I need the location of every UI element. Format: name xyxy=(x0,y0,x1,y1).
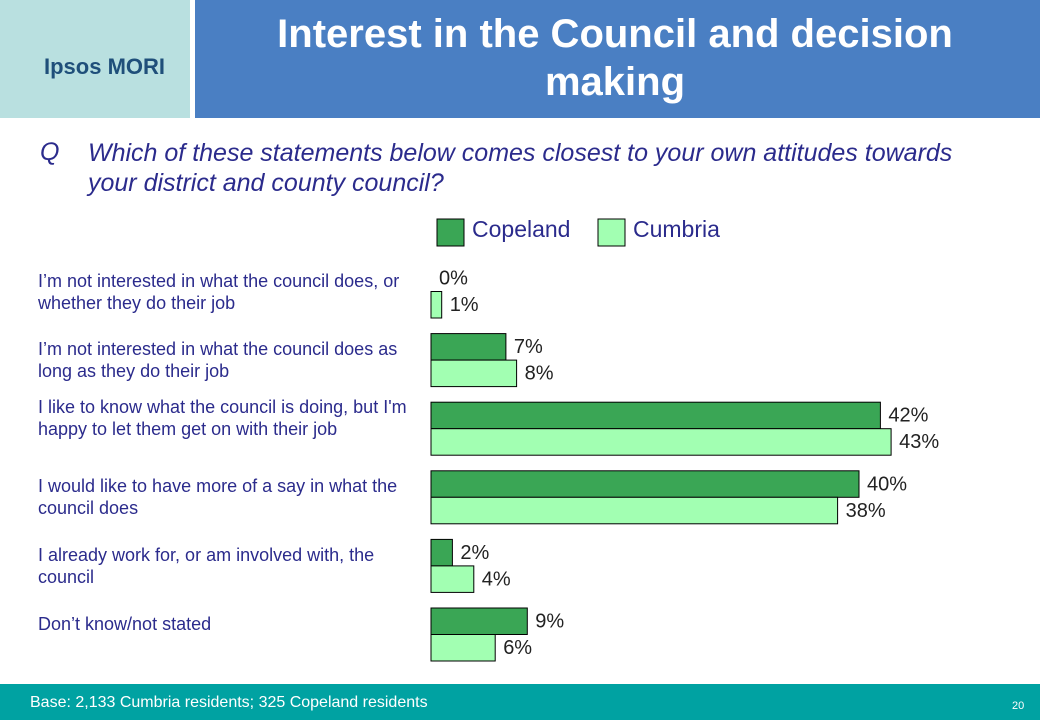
bar xyxy=(430,607,528,635)
category-label: I like to know what the council is doing… xyxy=(38,396,407,439)
value-label: 42% xyxy=(888,405,928,427)
value-label: 1% xyxy=(450,294,479,316)
value-label: 43% xyxy=(899,431,939,453)
value-label: 0% xyxy=(439,268,468,290)
bar xyxy=(430,565,475,593)
value-label: 40% xyxy=(867,473,907,495)
footer-bar xyxy=(0,684,1040,720)
logo-panel xyxy=(0,0,190,118)
category-label: I already work for, or am involved with,… xyxy=(38,544,375,587)
chart-title: Interest in the Council and decision mak… xyxy=(277,12,953,104)
page-number: 20 xyxy=(1012,700,1025,712)
value-label: 6% xyxy=(503,637,532,659)
bar xyxy=(430,496,839,525)
bar xyxy=(430,634,496,662)
title-panel xyxy=(195,0,1040,118)
bar xyxy=(430,428,892,456)
question-marker: Q xyxy=(40,138,60,166)
category-label: I’m not interested in what the council d… xyxy=(38,339,398,382)
bar xyxy=(430,291,443,319)
legend-swatch xyxy=(597,218,626,247)
logo: Ipsos MORI xyxy=(44,54,166,79)
value-label: 4% xyxy=(482,568,511,590)
bar xyxy=(430,401,881,430)
legend-label: Copeland xyxy=(472,216,570,242)
legend-swatch xyxy=(436,218,465,247)
category-label: I’m not interested in what the council d… xyxy=(38,270,400,313)
value-label: 7% xyxy=(514,336,543,358)
bar xyxy=(430,538,453,567)
category-label: Don’t know/not stated xyxy=(38,613,212,634)
bar xyxy=(430,359,518,388)
bar xyxy=(430,470,860,498)
value-label: 8% xyxy=(525,363,554,385)
value-label: 38% xyxy=(846,500,886,522)
footer-base: Base: 2,133 Cumbria residents; 325 Copel… xyxy=(30,694,428,711)
value-label: 2% xyxy=(460,542,489,564)
value-label: 9% xyxy=(535,611,564,633)
legend-label: Cumbria xyxy=(633,216,720,242)
category-label: I would like to have more of a say in wh… xyxy=(38,476,398,519)
bar xyxy=(430,333,507,361)
question: Which of these statements below comes cl… xyxy=(88,139,953,197)
